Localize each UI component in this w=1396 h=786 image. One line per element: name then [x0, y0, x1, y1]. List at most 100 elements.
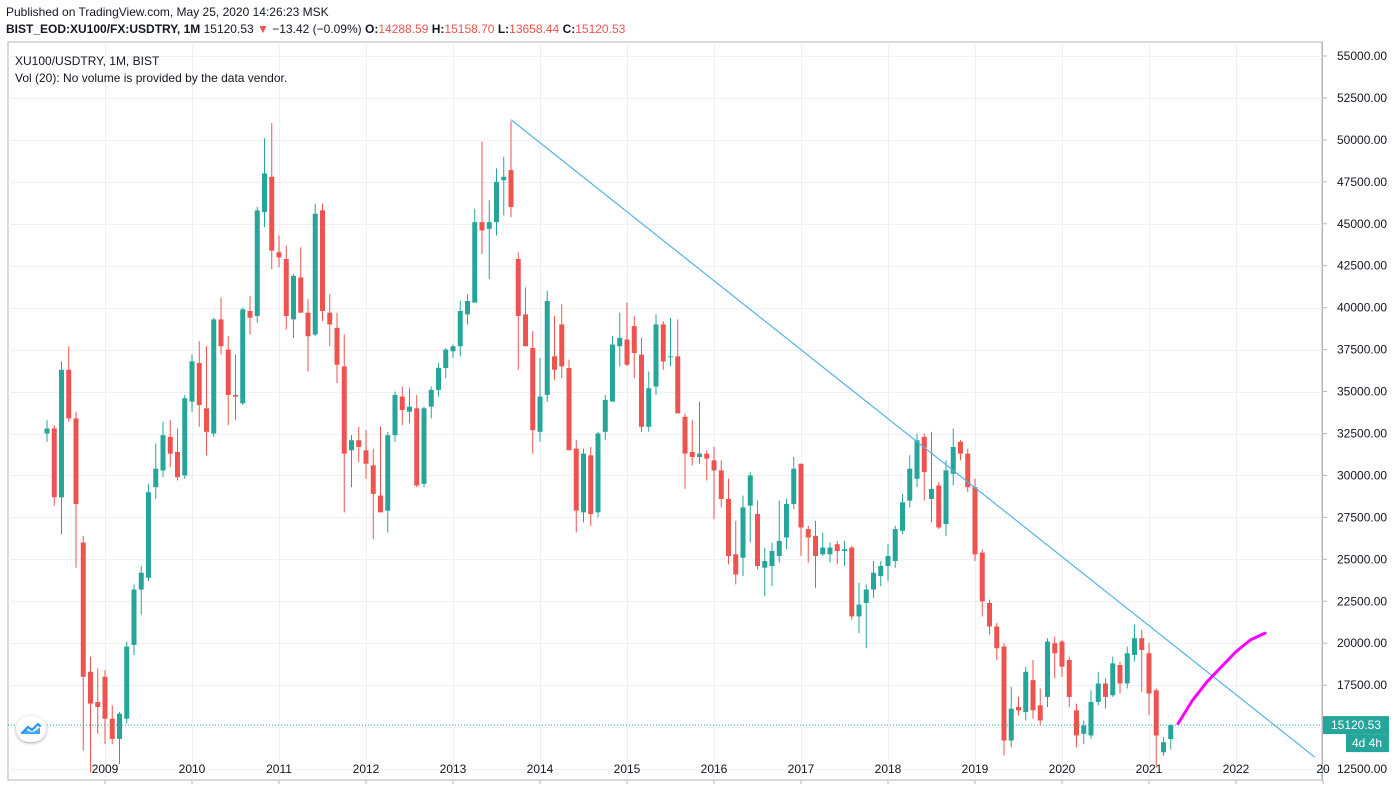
candle-body — [871, 572, 876, 590]
candle — [305, 299, 311, 372]
candle — [247, 295, 253, 335]
candle — [327, 294, 333, 347]
candles-group — [44, 121, 1174, 773]
candle — [1124, 646, 1130, 689]
volume-legend[interactable]: Vol (20): No volume is provided by the d… — [15, 71, 288, 85]
candle — [682, 413, 688, 489]
candle — [73, 411, 79, 568]
candle-body — [515, 259, 521, 317]
time-tick-label: 2018 — [875, 762, 902, 776]
candle-body — [457, 311, 463, 347]
candle-body — [385, 435, 391, 511]
candle — [791, 456, 797, 509]
candle-body — [602, 399, 608, 432]
price-tick-label: 35000.00 — [1337, 385, 1387, 399]
candle — [44, 420, 50, 442]
candle-body — [972, 487, 978, 555]
candle — [428, 386, 434, 419]
candle — [573, 440, 579, 533]
candle-body — [225, 349, 231, 395]
candle — [334, 312, 340, 384]
symbol-header: BIST_EOD:XU100/FX:USDTRY, 1M 15120.53 ▼ … — [6, 22, 625, 36]
candle-body — [160, 435, 166, 471]
candle-body — [907, 468, 913, 501]
candle — [929, 431, 934, 523]
candle — [711, 446, 717, 520]
candle — [965, 448, 971, 493]
candle-body — [276, 252, 282, 258]
candle — [892, 525, 898, 568]
candle — [1132, 624, 1137, 662]
candle — [653, 314, 659, 395]
candle — [885, 544, 891, 582]
candle-body — [247, 311, 253, 318]
candle — [1088, 690, 1094, 739]
candle-body — [747, 475, 753, 506]
candle — [1066, 656, 1072, 707]
low-value: 13658.44 — [509, 22, 560, 36]
candle — [856, 582, 862, 634]
candle — [1095, 671, 1101, 706]
candle-body — [341, 366, 347, 454]
candle — [668, 317, 673, 367]
candle — [878, 561, 884, 587]
candle-body — [102, 676, 108, 719]
candle — [494, 168, 499, 236]
candle-body — [675, 356, 681, 414]
candle — [950, 428, 956, 486]
candle — [936, 482, 942, 530]
candle-body — [254, 210, 260, 317]
candle-body — [421, 408, 427, 484]
time-tick-label: 2017 — [788, 762, 815, 776]
candle — [465, 294, 470, 325]
candle — [834, 540, 840, 565]
candle-body — [501, 176, 507, 181]
last-price-badge-bg — [1323, 716, 1389, 735]
candle — [450, 344, 456, 358]
candle-body — [269, 176, 275, 251]
candle-body — [791, 468, 797, 504]
time-axis[interactable]: 2009 2010 2011 2012 2013 2014 2015 2016 2017 2018… — [92, 762, 1330, 784]
candle-body — [479, 222, 485, 231]
candle-body — [863, 589, 869, 603]
candle-body — [1045, 641, 1050, 697]
candle — [958, 440, 963, 461]
candle-body — [472, 222, 478, 303]
candle-body — [900, 502, 905, 531]
price-axis[interactable]: 10000.0012500.0015000.0017500.0020000.00… — [1322, 42, 1387, 786]
price-tick-label: 50000.00 — [1337, 133, 1387, 147]
price-tick-label: 37500.00 — [1337, 343, 1387, 357]
published-note: Published on TradingView.com, May 25, 20… — [6, 5, 329, 19]
candle-body — [798, 463, 804, 528]
candle-body — [450, 346, 456, 352]
candle-body — [849, 547, 855, 617]
time-tick-label: 2014 — [527, 762, 554, 776]
chart-legend-title[interactable]: XU100/USDTRY, 1M, BIST — [15, 54, 160, 68]
time-tick-label: 2013 — [440, 762, 467, 776]
candle-body — [1124, 653, 1130, 684]
candle — [602, 394, 608, 441]
candle-body — [965, 453, 971, 488]
candle — [1146, 643, 1152, 716]
time-tick-label: 2012 — [353, 762, 380, 776]
candle — [1117, 661, 1123, 694]
candle — [660, 321, 666, 370]
candle-body — [1161, 742, 1166, 753]
candle — [631, 316, 637, 379]
candle-body — [334, 327, 340, 365]
candle-body — [617, 337, 623, 347]
candle-body — [167, 436, 173, 454]
tradingview-logo-icon[interactable] — [16, 716, 46, 742]
candle-body — [109, 718, 115, 739]
candle — [1045, 638, 1050, 707]
candle-body — [711, 460, 717, 471]
candle — [820, 532, 826, 556]
candle — [697, 401, 702, 464]
candle — [218, 297, 224, 355]
candle — [1139, 629, 1145, 692]
candle-body — [921, 436, 927, 473]
drawings-group — [8, 119, 1322, 758]
candle-body — [660, 324, 666, 362]
price-tick-label: 55000.00 — [1337, 49, 1387, 63]
